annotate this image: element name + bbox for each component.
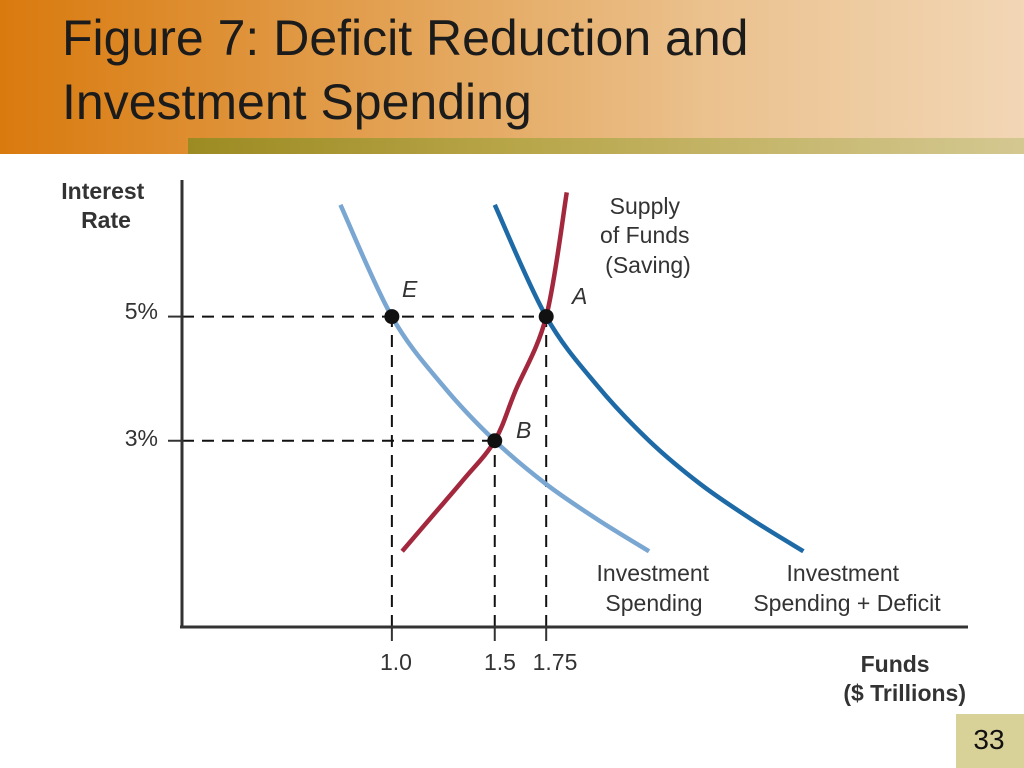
point-a (538, 309, 554, 325)
x-tick-label-1-5: 1.5 (484, 649, 516, 675)
y-tick-label-3: 3% (125, 425, 158, 451)
investment-spending-label: Investment Spending (597, 560, 716, 616)
slide-title-line-2: Investment Spending (62, 74, 532, 130)
y-tick-label-5: 5% (125, 298, 158, 324)
x-tick-label-1-0: 1.0 (380, 649, 412, 675)
loanable-funds-chart: Interest Rate Funds ($ Trillions) 5% 3% … (61, 178, 968, 706)
slide-title-line-1: Figure 7: Deficit Reduction and (62, 10, 749, 66)
axes (168, 180, 968, 641)
page-number: 33 (973, 724, 1005, 755)
investment-spending-curve (338, 203, 651, 554)
supply-curve-label: Supply of Funds (Saving) (600, 193, 696, 278)
page-number-box (956, 714, 1024, 768)
point-b (487, 433, 503, 449)
y-axis-label: Interest Rate (61, 178, 150, 233)
point-label-e: E (402, 276, 418, 302)
equilibrium-points (384, 309, 554, 449)
x-axis-label: Funds ($ Trillions) (843, 651, 966, 706)
title-underline (188, 138, 1024, 154)
x-tick-label-1-75: 1.75 (533, 649, 578, 675)
investment-plus-deficit-curve (492, 203, 805, 554)
slide-title: Figure 7: Deficit Reduction and Investme… (62, 6, 748, 134)
guide-lines (182, 315, 548, 627)
chart-text: Interest Rate Funds ($ Trillions) 5% 3% … (61, 178, 966, 706)
title-bar (0, 0, 1024, 154)
point-label-a: A (570, 283, 587, 309)
curves (338, 192, 805, 554)
point-label-b: B (516, 417, 531, 443)
investment-plus-deficit-label: Investment Spending + Deficit (753, 560, 941, 616)
point-e (384, 309, 400, 325)
supply-of-funds-curve (400, 192, 569, 553)
